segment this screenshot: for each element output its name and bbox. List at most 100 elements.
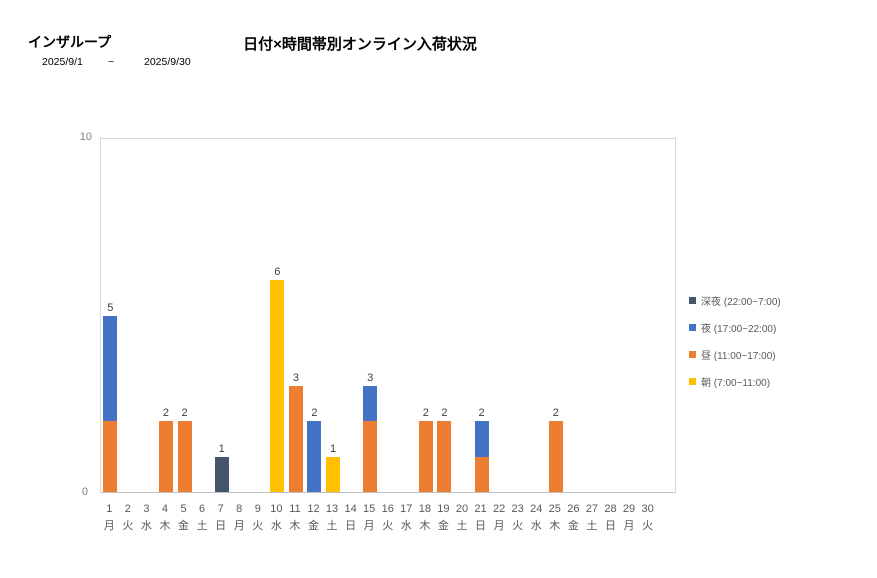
- x-axis-day-number: 11: [289, 503, 301, 515]
- bar-segment-asa[interactable]: [270, 280, 285, 492]
- bar-slot-day-7: 1: [212, 139, 231, 492]
- x-axis-day-number: 4: [161, 503, 169, 515]
- x-axis-weekday: 日: [215, 520, 227, 532]
- x-axis-label-day-12: 12 金: [304, 501, 323, 535]
- bar-slot-day-15: 3: [361, 139, 380, 492]
- bar-segment-hiru[interactable]: [418, 421, 433, 492]
- x-axis-label-day-16: 16 火: [378, 501, 397, 535]
- x-axis-day-number: 30: [641, 503, 654, 515]
- x-axis-weekday: 水: [530, 520, 542, 532]
- bar-stack: [158, 421, 173, 492]
- bar-segment-yoru[interactable]: [103, 315, 118, 422]
- bar-segment-hiru[interactable]: [288, 386, 303, 492]
- bar-stack: [363, 386, 378, 492]
- x-axis-day-number: 18: [418, 503, 431, 515]
- x-axis-weekday: 火: [512, 520, 524, 532]
- x-axis-day-number: 22: [492, 503, 506, 515]
- bar-stack: [177, 421, 192, 492]
- bar-slot-day-11: 3: [287, 139, 306, 492]
- bar-slot-day-24: [528, 139, 547, 492]
- legend-label: 朝 (7:00~11:00): [701, 378, 771, 389]
- bar-value-label: 3: [367, 372, 374, 385]
- bar-value-label: 5: [107, 301, 114, 314]
- x-axis-day-number: 17: [400, 503, 413, 515]
- bar-segment-shinya[interactable]: [214, 456, 229, 492]
- x-axis-weekday: 月: [233, 520, 245, 532]
- bar-segment-hiru[interactable]: [363, 421, 378, 492]
- bar-value-label: 2: [422, 407, 429, 420]
- bar-segment-asa[interactable]: [326, 456, 341, 492]
- bar-stack: [548, 421, 563, 492]
- x-axis-weekday: 土: [586, 520, 598, 532]
- x-axis-label-day-20: 20 土: [453, 501, 472, 535]
- x-axis-weekday: 金: [437, 520, 449, 532]
- x-axis-day-number: 24: [530, 503, 543, 515]
- bar-segment-hiru[interactable]: [158, 421, 173, 492]
- x-axis-label-day-13: 13 土: [323, 501, 342, 535]
- x-axis-label-day-11: 11 木: [286, 501, 305, 535]
- x-axis-day-number: 14: [344, 503, 357, 515]
- bar-value-label: 2: [311, 407, 318, 420]
- bar-slot-day-23: [509, 139, 528, 492]
- legend-swatch-hiru: [689, 351, 696, 358]
- x-axis-weekday: 金: [178, 520, 190, 532]
- x-axis-day-number: 9: [254, 503, 261, 515]
- bar-segment-hiru[interactable]: [177, 421, 192, 492]
- bar-slot-day-25: 2: [547, 139, 566, 492]
- bar-slot-day-17: [398, 139, 417, 492]
- x-axis-label-day-24: 24 水: [527, 501, 546, 535]
- bar-stack: [418, 421, 433, 492]
- bar-value-label: 1: [218, 442, 225, 455]
- legend-item-asa[interactable]: 朝 (7:00~11:00): [689, 368, 781, 395]
- x-axis-day-number: 15: [363, 503, 376, 515]
- bar-slot-day-30: [639, 139, 658, 492]
- bar-stack: [288, 386, 303, 492]
- x-axis-label-day-26: 26 金: [564, 501, 583, 535]
- x-axis-weekday: 火: [642, 520, 654, 532]
- x-axis-day-number: 10: [270, 503, 283, 515]
- legend-swatch-shinya: [689, 297, 696, 304]
- x-axis-weekday: 土: [326, 520, 338, 532]
- x-axis-day-number: 25: [548, 503, 561, 515]
- bar-stack: [214, 456, 229, 492]
- bar-slot-day-13: 1: [324, 139, 343, 492]
- bar-segment-yoru[interactable]: [307, 421, 322, 492]
- x-axis-weekday: 火: [122, 520, 134, 532]
- bar-segment-hiru[interactable]: [474, 456, 489, 492]
- x-axis-weekday: 水: [400, 520, 412, 532]
- bar-segment-yoru[interactable]: [363, 386, 378, 422]
- bar-value-label: 2: [162, 407, 170, 420]
- bar-slot-day-26: [565, 139, 584, 492]
- bar-segment-hiru[interactable]: [437, 421, 452, 492]
- x-axis-weekday: 木: [159, 520, 171, 532]
- bar-segment-hiru[interactable]: [103, 421, 118, 492]
- legend-swatch-asa: [689, 378, 696, 385]
- y-axis-max-label: 10: [79, 131, 92, 143]
- x-axis-weekday: 水: [270, 520, 282, 532]
- bar-slot-day-1: 5: [101, 139, 120, 492]
- bar-segment-yoru[interactable]: [474, 421, 489, 457]
- legend-item-yoru[interactable]: 夜 (17:00~22:00): [689, 314, 781, 341]
- bar-segment-hiru[interactable]: [548, 421, 563, 492]
- x-axis-weekday: 木: [419, 520, 431, 532]
- legend-item-hiru[interactable]: 昼 (11:00~17:00): [689, 341, 781, 368]
- date-range-separator: ~: [108, 56, 115, 68]
- x-axis-day-number: 7: [217, 503, 224, 515]
- x-axis-day-number: 16: [381, 503, 394, 515]
- x-axis-day-number: 12: [307, 503, 320, 515]
- bar-slot-day-28: [602, 139, 621, 492]
- legend-item-shinya[interactable]: 深夜 (22:00~7:00): [689, 287, 781, 314]
- bar-value-label: 3: [292, 372, 299, 385]
- x-axis-label-day-21: 21 日: [471, 501, 490, 535]
- bar-slot-day-16: [379, 139, 398, 492]
- bar-slot-day-22: [491, 139, 510, 492]
- chart-title: 日付×時間帯別オンライン入荷状況: [243, 36, 477, 53]
- x-axis-day-number: 27: [585, 503, 599, 515]
- bar-slot-day-19: 2: [435, 139, 454, 492]
- x-axis-labels: 1 月 2 火 3 水 4 木 5 金 6 土 7 日 8 月 9 火 10 水 11 木 12 金 13 土 14 日 15 月 16 火 1…: [100, 501, 657, 535]
